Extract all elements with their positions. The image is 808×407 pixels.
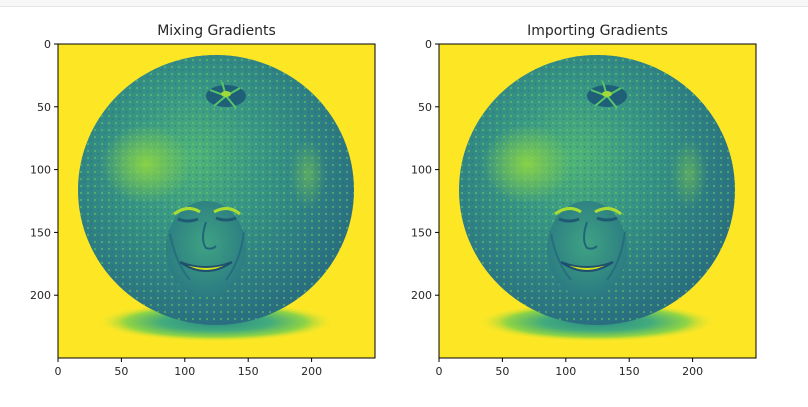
y-ticks: 0 50 100 150 200 <box>30 38 58 302</box>
x-tick-label: 50 <box>114 365 128 378</box>
heatmap-image <box>58 44 375 358</box>
y-tick-label: 150 <box>411 226 432 239</box>
y-tick-label: 100 <box>411 164 432 177</box>
x-tick-label: 200 <box>682 365 703 378</box>
x-tick-label: 100 <box>555 365 576 378</box>
image-axes <box>58 44 375 358</box>
y-tick-label: 200 <box>30 289 51 302</box>
y-tick-label: 100 <box>30 164 51 177</box>
panel-mixing-gradients: Mixing Gradients 0 50 100 150 200 0 50 100 150 2… <box>30 23 376 378</box>
y-tick-label: 0 <box>44 38 51 51</box>
x-tick-label: 150 <box>238 365 259 378</box>
x-tick-label: 200 <box>301 365 322 378</box>
y-tick-label: 50 <box>418 101 432 114</box>
x-tick-label: 0 <box>55 365 62 378</box>
panel-title: Importing Gradients <box>527 23 668 39</box>
x-tick-label: 0 <box>436 365 443 378</box>
x-ticks: 0 50 100 150 200 <box>55 358 322 378</box>
axes-frame <box>57 43 376 359</box>
x-ticks: 0 50 100 150 200 <box>436 358 703 378</box>
y-tick-label: 0 <box>425 38 432 51</box>
panel-importing-gradients: Importing Gradients 0 50 100 150 200 0 50 100 1… <box>411 23 757 378</box>
y-tick-label: 200 <box>411 289 432 302</box>
y-tick-label: 50 <box>37 101 51 114</box>
y-tick-label: 150 <box>30 226 51 239</box>
panel-title: Mixing Gradients <box>157 23 276 39</box>
top-divider <box>0 0 808 7</box>
y-ticks: 0 50 100 150 200 <box>411 38 439 302</box>
image-axes <box>439 44 756 358</box>
x-tick-label: 50 <box>495 365 509 378</box>
x-tick-label: 100 <box>174 365 195 378</box>
heatmap-image <box>439 44 756 358</box>
x-tick-label: 150 <box>619 365 640 378</box>
axes-frame <box>438 43 757 359</box>
